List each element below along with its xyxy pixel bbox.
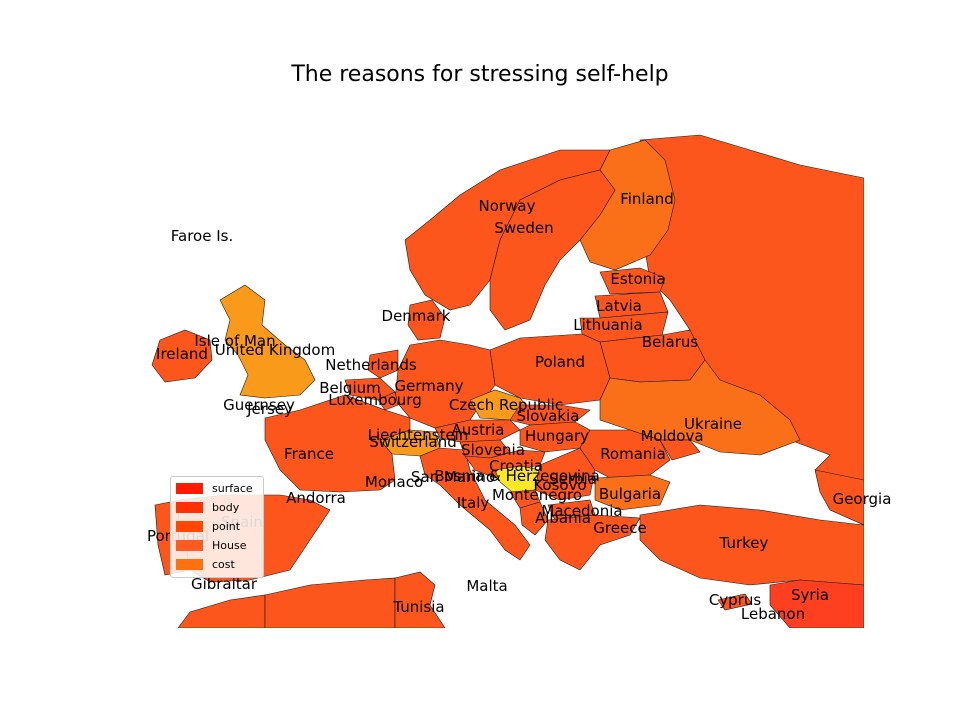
country-label-san-marino: San Marino: [411, 468, 495, 486]
legend-swatch-point: [176, 520, 203, 532]
legend-label-cost: cost: [212, 557, 235, 571]
legend-label-body: body: [212, 500, 240, 514]
country-label-slovenia: Slovenia: [461, 441, 525, 459]
legend-item-house: House: [176, 538, 246, 552]
country-label-montenegro: Montenegro: [492, 486, 582, 504]
country-label-turkey: Turkey: [719, 534, 769, 552]
country-denmark: [407, 299, 446, 341]
legend-swatch-body: [176, 501, 203, 513]
legend-item-surface: surface: [176, 481, 253, 495]
country-label-isle-of-man: Isle of Man: [194, 332, 275, 350]
country-label-lebanon: Lebanon: [741, 605, 805, 623]
country-sweden: [489, 169, 616, 331]
country-label-malta: Malta: [466, 577, 507, 595]
country-label-macedonia: Macedonia: [541, 502, 622, 520]
legend-item-cost: cost: [176, 557, 235, 571]
country-label-kosovo: Kosovo: [533, 476, 586, 494]
country-label-italy: Italy: [457, 494, 490, 512]
legend-label-surface: surface: [212, 481, 253, 495]
country-label-moldova: Moldova: [640, 427, 703, 445]
country-label-sweden: Sweden: [494, 219, 553, 237]
country-label-monaco: Monaco: [365, 473, 423, 491]
country-label-hungary: Hungary: [525, 427, 589, 445]
country-romania: [579, 429, 671, 479]
country-label-belarus: Belarus: [642, 333, 699, 351]
legend-swatch-house: [176, 539, 203, 551]
country-label-albania: Albania: [535, 509, 591, 527]
country-albania: [519, 501, 549, 536]
country-label-syria: Syria: [791, 586, 829, 604]
country-label-jersey: Jersey: [246, 400, 293, 418]
chart-title: The reasons for stressing self-help: [291, 62, 669, 87]
country-label-cyprus: Cyprus: [709, 591, 762, 609]
country-cyprus: [717, 593, 753, 611]
country-label-united-kingdom: United Kingdom: [215, 341, 335, 359]
country-ukraine: [599, 359, 801, 456]
legend-label-house: House: [212, 538, 247, 552]
legend-swatch-cost: [176, 558, 203, 570]
country-netherlands: [367, 349, 399, 379]
country-label-slovakia: Slovakia: [517, 407, 580, 425]
country-label-georgia: Georgia: [833, 490, 892, 508]
country-morocco-region: [177, 594, 266, 628]
country-label-ukraine: Ukraine: [684, 415, 742, 433]
country-label-romania: Romania: [600, 445, 666, 463]
country-label-liechtenstein: Liechtenstein: [368, 426, 469, 444]
country-label-faroe-is: Faroe Is.: [171, 227, 233, 245]
country-estonia: [599, 267, 666, 295]
country-label-norway: Norway: [479, 197, 536, 215]
country-slovenia: [459, 439, 511, 459]
country-label-gibraltar: Gibraltar: [191, 575, 258, 593]
country-tunisia: [394, 571, 446, 628]
country-label-netherlands: Netherlands: [325, 356, 417, 374]
country-france: [264, 394, 411, 493]
legend: surface body point House cost: [170, 476, 264, 578]
country-label-luxembourg: Luxembourg: [328, 391, 422, 409]
country-algeria-region: [264, 577, 396, 628]
country-label-ireland: Ireland: [156, 345, 208, 363]
country-ireland: [151, 329, 213, 383]
country-label-france: France: [284, 445, 334, 463]
country-georgia: [814, 469, 864, 526]
country-label-guernsey: Guernsey: [223, 396, 295, 414]
country-moldova: [659, 439, 701, 461]
legend-swatch-surface: [176, 482, 203, 494]
country-label-serbia: Serbia: [549, 470, 597, 488]
country-syria: [769, 579, 864, 628]
country-label-denmark: Denmark: [382, 307, 451, 325]
country-label-finland: Finland: [620, 190, 674, 208]
legend-label-point: point: [212, 519, 241, 533]
country-luxembourg: [377, 391, 399, 411]
country-united-kingdom: [219, 284, 316, 399]
country-greece: [544, 514, 641, 571]
country-label-czech-republic: Czech Republic: [449, 396, 563, 414]
country-label-croatia: Croatia: [489, 457, 543, 475]
country-label-andorra: Andorra: [286, 489, 346, 507]
country-label-latvia: Latvia: [596, 297, 642, 315]
country-label-belgium: Belgium: [319, 379, 381, 397]
legend-item-point: point: [176, 519, 240, 533]
country-label-bosnia-herzegovina: Bosnia & Herzegovina: [434, 467, 600, 485]
legend-item-body: body: [176, 500, 239, 514]
country-bulgaria: [594, 474, 671, 511]
country-label-estonia: Estonia: [610, 270, 665, 288]
country-label-lithuania: Lithuania: [573, 316, 642, 334]
country-label-austria: Austria: [452, 421, 505, 439]
country-label-poland: Poland: [535, 353, 585, 371]
country-austria: [434, 419, 521, 443]
country-label-switzerland: Switzerland: [369, 433, 457, 451]
country-label-tunisia: Tunisia: [392, 598, 444, 616]
country-label-greece: Greece: [593, 519, 646, 537]
country-label-bulgaria: Bulgaria: [599, 485, 661, 503]
country-label-germany: Germany: [395, 377, 464, 395]
